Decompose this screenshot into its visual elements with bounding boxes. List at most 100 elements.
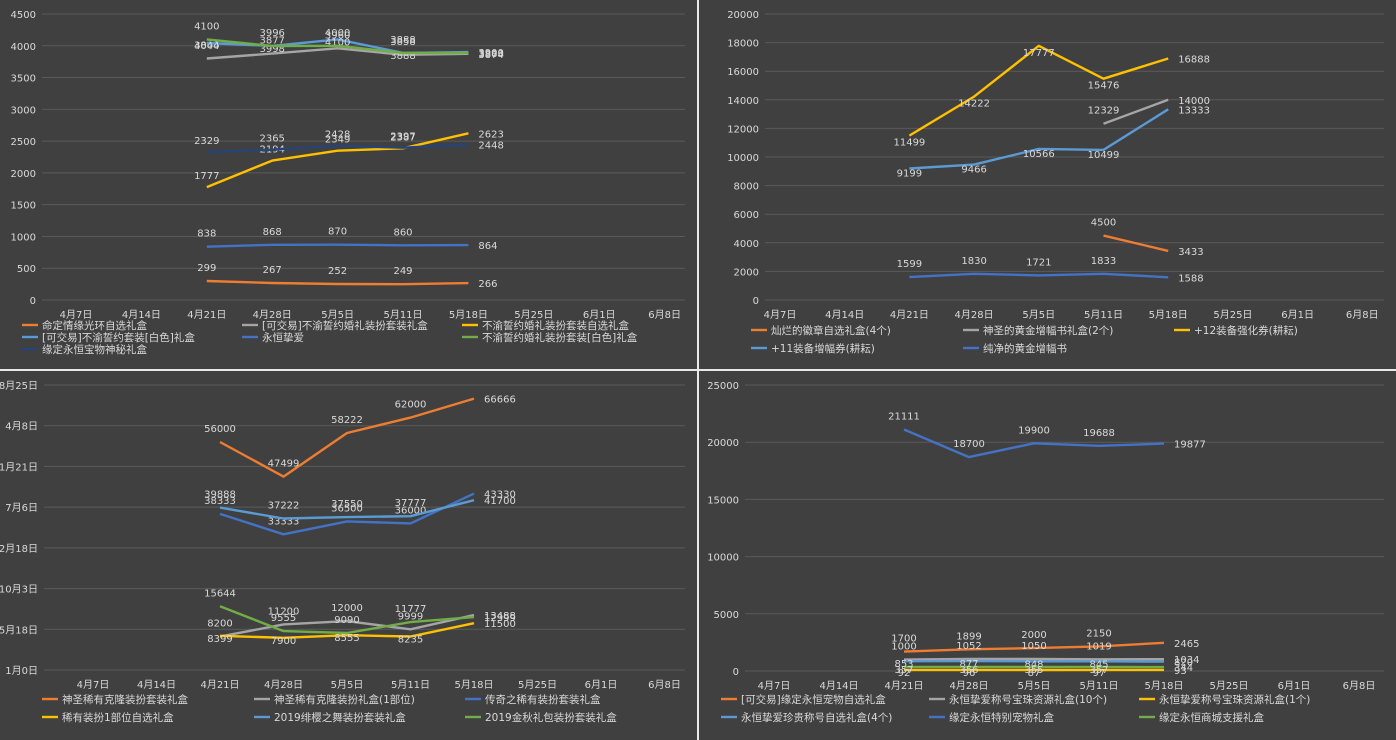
data-label: 2465 (1174, 639, 1199, 650)
data-label: 864 (478, 241, 497, 252)
data-label: 2448 (478, 140, 503, 151)
data-label: 12000 (331, 603, 363, 614)
x-tick-label: 4月28日 (253, 309, 292, 321)
x-tick-label: 4月28日 (949, 680, 988, 692)
legend-entry: [可交易]缘定永恒宠物自选礼盒 (741, 693, 886, 706)
x-tick-label: 5月18日 (454, 679, 493, 691)
data-label: 3888 (390, 51, 415, 62)
data-label: 2397 (390, 132, 415, 143)
data-label: 3998 (259, 44, 284, 55)
series-line (903, 428, 1165, 459)
y-tick-label: 1月0日 (5, 665, 38, 677)
data-label: 267 (263, 265, 282, 276)
data-label: 845 (1089, 659, 1108, 670)
line-chart: 1月0日 5月18日 10月3日 2月18日 7月6日 11月21日 4月8日 8月25日 4月… (0, 380, 685, 724)
data-label: 3888 (390, 35, 415, 46)
x-tick-label: 5月25日 (1209, 680, 1248, 692)
y-tick-label: 10000 (707, 553, 739, 564)
y-tick-label: 20000 (727, 10, 759, 21)
data-label: 3877 (259, 36, 284, 47)
data-label: 17777 (1023, 48, 1055, 59)
legend-entry: 缘定永恒特别宠物礼盒 (949, 711, 1054, 724)
data-label: 1899 (956, 631, 981, 642)
legend-entry: 永恒挚爱称号宝珠资源礼盒(1个) (1159, 693, 1310, 706)
data-label: 19688 (1083, 428, 1115, 439)
y-tick-label: 20000 (707, 438, 739, 449)
data-label: 11500 (484, 619, 516, 630)
series-line (908, 44, 1169, 137)
series-line (206, 143, 469, 154)
data-label: 66666 (484, 395, 516, 406)
data-label: 1050 (1021, 641, 1046, 652)
data-label: 47499 (268, 459, 300, 470)
y-tick-label: 5000 (714, 610, 739, 621)
x-tick-label: 4月14日 (825, 309, 864, 321)
data-label: 36000 (395, 505, 427, 516)
data-label: 19900 (1018, 425, 1050, 436)
legend-entry: 永恒挚爱珍贵称号自选礼盒(4个) (741, 711, 892, 724)
x-tick-label: 5月18日 (1144, 680, 1183, 692)
data-label: 3858 (390, 37, 415, 48)
data-label: 58222 (331, 415, 363, 426)
data-label: 870 (328, 227, 347, 238)
data-label: 8555 (334, 633, 359, 644)
series-line (1103, 98, 1169, 125)
y-tick-label: 3000 (11, 105, 36, 116)
y-tick-label: 16000 (727, 67, 759, 78)
legend-entry: 永恒挚爱 (262, 331, 304, 344)
data-label: 3800 (194, 40, 219, 51)
data-label: 357 (1089, 665, 1108, 676)
y-tick-label: 15000 (707, 495, 739, 506)
x-tick-label: 6月1日 (585, 679, 618, 691)
legend-entry: 传奇之稀有装扮套装礼盒 (485, 693, 601, 706)
data-label: 19877 (1174, 440, 1206, 451)
data-label: 252 (328, 266, 347, 277)
data-label: 877 (959, 659, 978, 670)
x-tick-label: 6月8日 (648, 679, 681, 691)
series-line (909, 272, 1169, 279)
legend-entry: +11装备增幅券(耕耘) (771, 342, 875, 355)
data-label: 12329 (1088, 106, 1120, 117)
data-label: 37222 (268, 500, 300, 511)
data-label: 41700 (484, 496, 516, 507)
x-tick-label: 4月7日 (77, 679, 110, 691)
y-tick-label: 4500 (11, 10, 36, 21)
data-label: 43330 (484, 490, 516, 501)
data-label: 3888 (478, 49, 503, 60)
data-label: 9199 (897, 168, 922, 179)
y-tick-label: 1500 (11, 201, 36, 212)
x-tick-label: 4月28日 (264, 679, 303, 691)
data-label: 1833 (1091, 256, 1116, 267)
data-label: 1830 (961, 256, 986, 267)
y-tick-label: 8000 (734, 182, 759, 193)
data-label: 1019 (1086, 641, 1111, 652)
data-label: 92 (898, 668, 911, 679)
data-label: 4000 (325, 28, 350, 39)
legend-entry: 灿烂的徽章自选礼盒(4个) (771, 324, 891, 337)
data-label: 8200 (207, 619, 232, 630)
data-label: 2150 (1086, 628, 1111, 639)
y-tick-label: 4000 (11, 42, 36, 53)
data-label: 2387 (390, 132, 415, 143)
data-label: 3874 (478, 50, 503, 61)
series-line (903, 659, 1165, 663)
data-label: 2365 (259, 134, 284, 145)
data-label: 1599 (897, 259, 922, 270)
chart-panel-top-right: 0 2000 4000 6000 8000 10000 12000 14000 16000 180… (699, 0, 1396, 369)
y-tick-label: 12000 (727, 124, 759, 135)
x-tick-label: 5月5日 (1018, 680, 1051, 692)
legend-entry: 2019金秋礼包装扮套装礼盒 (485, 711, 617, 724)
y-tick-label: 1000 (11, 232, 36, 243)
data-label: 10499 (1088, 150, 1120, 161)
data-label: 249 (393, 266, 412, 277)
data-label: 2329 (194, 136, 219, 147)
x-tick-label: 5月18日 (1149, 309, 1188, 321)
y-tick-label: 0 (753, 296, 759, 307)
data-label: 838 (197, 229, 216, 240)
x-tick-label: 5月11日 (1079, 680, 1118, 692)
y-tick-label: 18000 (727, 39, 759, 50)
data-label: 853 (894, 659, 913, 670)
y-tick-label: 0 (30, 296, 36, 307)
series-line (219, 622, 475, 639)
y-tick-label: 10月3日 (0, 584, 38, 596)
